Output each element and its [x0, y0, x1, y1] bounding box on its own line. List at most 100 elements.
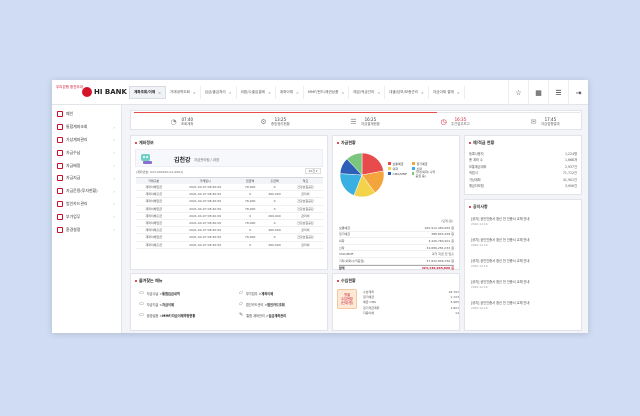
close-icon[interactable]: × — [341, 90, 345, 95]
income-value: 1,821 — [450, 305, 459, 310]
sidebar-item-label: 자금수납 — [66, 149, 81, 155]
favorites-card-title: 즐겨찾는 메뉴 — [139, 278, 163, 283]
notice-item[interactable]: [공지] 공인인증서 갱신 전 인증서 교체 안내 2020.12.16 — [471, 237, 567, 247]
balance-row: 보통예금 165,912,484,955 원 — [339, 225, 454, 232]
notice-item[interactable]: [공지] 공인인증서 갱신 전 인증서 교체 안내 2020.12.16 — [471, 216, 567, 226]
balance-value: 34,689,281,033 원 — [426, 245, 454, 250]
sidebar-item-6[interactable]: 자금운용(투자현황) › — [52, 185, 121, 198]
favorite-item[interactable]: ✎ 통합 계좌관리 > 입금계좌관리 — [239, 312, 286, 318]
table-cell: 계좌이체입금 — [136, 219, 172, 228]
close-icon[interactable]: × — [296, 90, 299, 95]
close-icon[interactable]: × — [456, 90, 460, 95]
step-label: 조회계좌 — [181, 122, 194, 126]
timeline-step-3[interactable]: ◷ 16:35 주간업무보고 — [439, 116, 469, 128]
favorite-item[interactable]: ▭ 자금수납 > 통합입금내역 — [139, 290, 180, 296]
table-row[interactable]: 계좌이체출금 2021-04-07 08:40:09 0 260,000 관리비 — [136, 241, 323, 249]
sidebar-item-label: 환경설정 — [66, 226, 81, 232]
sidebar-item-7[interactable]: 법인카드관리 › — [52, 198, 121, 211]
favorite-path: 법인카드관리 > — [245, 302, 268, 307]
table-row[interactable]: 계좌이체입금 2021-04-07 08:40:09 78,000 0 건강보험공단 — [136, 233, 323, 242]
balance-row: 신탁 34,689,281,033 원 — [339, 245, 454, 252]
pie-slice-5[interactable] — [346, 152, 363, 176]
close-icon[interactable]: × — [192, 90, 196, 95]
card-icon: ▭ — [139, 312, 144, 318]
edit-icon: ✎ — [239, 312, 244, 318]
chevron-right-icon: › — [113, 137, 115, 143]
notice-item[interactable]: [공지] 공인인증서 갱신 전 인증서 교체 안내 2020.12.16 — [471, 258, 567, 268]
close-icon[interactable]: × — [158, 90, 161, 95]
sidebar-item-4[interactable]: 자금배정 › — [52, 159, 121, 172]
calendar-icon[interactable]: ▦ — [528, 80, 548, 105]
timeline-step-0[interactable]: ◔ 07:40 조회계좌 — [169, 116, 193, 128]
logo[interactable]: 우리은행 환전우대 HI BANK — [56, 85, 127, 101]
timeline-step-1[interactable]: ⚙ 13:25 증빙정리현황 — [259, 116, 289, 128]
close-icon[interactable]: × — [421, 90, 424, 95]
close-icon[interactable]: × — [228, 90, 232, 95]
sidebar-item-2[interactable]: 가상계좌관리 › — [52, 134, 121, 147]
tab-8[interactable]: 자금이체 결재 × — [429, 86, 465, 99]
table-cell: 0 — [239, 241, 262, 249]
favorite-item[interactable]: ▱ 법인카드관리 > 법인카드조회 — [239, 301, 285, 307]
notice-title: [공지] 공인인증서 갱신 전 인증서 교체 안내 — [471, 301, 530, 305]
table-cell: 2021-04-07 08:40:09 — [171, 205, 240, 213]
logout-icon[interactable]: ⇥ — [568, 80, 588, 105]
menu-item-icon — [57, 124, 63, 131]
notice-date: 2020.12.16 — [471, 243, 488, 247]
legend-swatch — [412, 167, 415, 170]
timeline-step-4[interactable]: ✉ 17:45 자금집행결과 — [529, 116, 560, 128]
tab-1[interactable]: 거래내역조회 × — [166, 86, 201, 99]
table-row[interactable]: 계좌이체출금 2021-04-07 08:40:09 0 260,000 관리비 — [136, 212, 323, 220]
notice-item[interactable]: [공지] 공인인증서 갱신 전 인증서 교체 안내 2020.12.16 — [471, 279, 567, 289]
sidebar-item-8[interactable]: 부가업무 › — [52, 210, 121, 223]
sidebar-item-0[interactable]: 메인 — [52, 108, 121, 121]
sidebar-item-label: 자금운용(투자현황) — [66, 188, 98, 194]
table-cell: 관리비 — [287, 226, 323, 235]
notice-item[interactable]: [공지] 공인인증서 갱신 전 인증서 교체 안내 2020.12.16 — [471, 300, 567, 310]
tab-7[interactable]: 대출/담보/보증관리 × — [385, 86, 429, 99]
sidebar-item-1[interactable]: 통합계좌조회 › — [52, 121, 121, 134]
notice-date: 2020.12.16 — [471, 285, 488, 289]
tab-5[interactable]: MMF/펀드/채권상품 × — [304, 86, 350, 99]
tab-3[interactable]: 외환/수출입결제 × — [237, 86, 276, 99]
favorite-item[interactable]: ▭ 환경설정 > MMF/자금이체약정현황 — [139, 312, 195, 318]
table-row[interactable]: 계좌이체출금 2021-04-07 08:40:09 0 260,000 관리비 — [136, 190, 323, 199]
table-cell: 260,000 — [261, 226, 288, 235]
chevron-right-icon: › — [113, 201, 115, 207]
timeline-step-2[interactable]: ☰ 16:25 자금결재현황 — [349, 116, 379, 128]
stat-label: 예금자보험 — [469, 184, 484, 189]
close-icon[interactable]: × — [267, 90, 271, 95]
step-icon: ◔ — [170, 118, 177, 126]
sidebar-item-5[interactable]: 자금지급 › — [52, 172, 121, 185]
row-count-select[interactable]: 10건 ▾ — [305, 168, 321, 174]
balance-label: CMA/MMF — [339, 252, 354, 257]
tab-label: MMF/펀드/채권상품 — [307, 90, 339, 94]
profile-box: 김천강 자금관리팀 / 과장 — [135, 149, 323, 167]
balance-label: 신탁 — [339, 245, 345, 250]
tab-0[interactable]: 계좌조회/이체 × — [129, 86, 166, 99]
table-cell: 260,000 — [261, 241, 288, 249]
sidebar-item-9[interactable]: 환경설정 › — [52, 223, 121, 236]
chevron-right-icon: › — [113, 175, 115, 181]
chevron-right-icon: › — [113, 188, 115, 194]
favorite-item[interactable]: ▱ 부가업무 > 계좌이체 — [239, 290, 273, 296]
sidebar-item-label: 부가업무 — [66, 213, 81, 219]
table-cell: 건강보험공단 — [287, 219, 323, 228]
close-icon[interactable]: × — [377, 90, 381, 95]
table-row[interactable]: 계좌이체입금 2021-04-07 08:40:09 78,000 0 건강보험공단 — [136, 197, 323, 206]
table-row[interactable]: 계좌이체입금 2021-04-07 08:40:09 78,000 0 건강보험공단 — [136, 219, 323, 228]
tab-label: 입금/출금처리 — [204, 90, 226, 94]
tab-2[interactable]: 입금/출금처리 × — [201, 86, 237, 99]
favorite-item[interactable]: ▭ 자금지급 > 자금이체 — [139, 301, 174, 307]
table-row[interactable]: 계좌이체출금 2021-04-07 08:40:09 0 260,000 관리비 — [136, 226, 323, 235]
table-row[interactable]: 계좌이체입금 2021-04-07 08:40:09 78,000 0 건강보험공단 — [136, 205, 323, 213]
star-icon[interactable]: ☆ — [508, 80, 528, 105]
table-row[interactable]: 계좌이체입금 2021-04-07 08:40:09 78,000 0 건강보험공단 — [136, 183, 323, 192]
notice-date: 2020.12.16 — [471, 264, 488, 268]
sidebar-item-3[interactable]: 자금수납 › — [52, 146, 121, 159]
tab-6[interactable]: 예금/적금관리 × — [349, 86, 386, 99]
table-cell: 260,000 — [261, 212, 288, 220]
menu-icon[interactable]: ☰ — [548, 80, 568, 105]
table-cell: 0 — [261, 205, 288, 213]
tab-4[interactable]: 계좌이체 × — [276, 86, 304, 99]
income-list: 수납계좌 18,797 정기예금 1,723 예금 CMS 3,965 정기적금계좌 1,82… — [363, 289, 459, 316]
